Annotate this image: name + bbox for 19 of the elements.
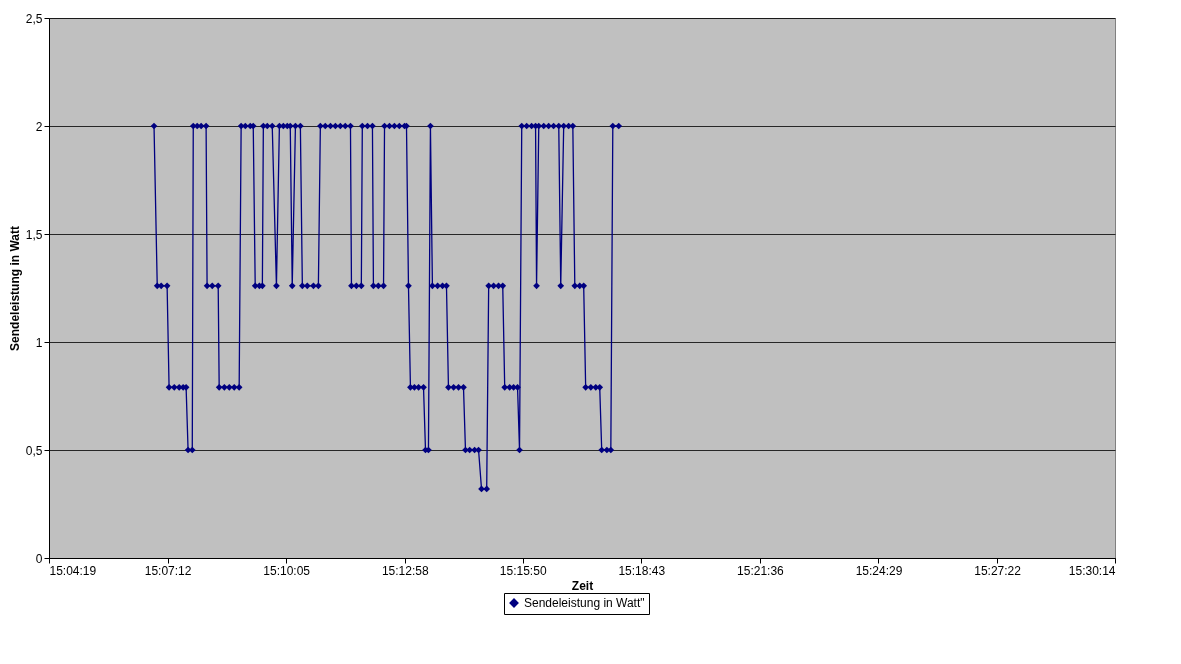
y-tick-label: 0 xyxy=(35,551,43,566)
x-tick-label: 15:15:50 xyxy=(499,563,547,578)
x-tick-label: 15:07:12 xyxy=(144,563,192,578)
legend-label: Sendeleistung in Watt" xyxy=(524,596,645,610)
x-tick-label: 15:18:43 xyxy=(618,563,666,578)
x-tick-label: 15:12:58 xyxy=(381,563,429,578)
x-tick-label: 15:30:14 xyxy=(1068,563,1116,578)
y-axis-title: Sendeleistung in Watt xyxy=(7,226,22,351)
x-tick-label: 15:21:36 xyxy=(737,563,785,578)
x-tick-label: 15:10:05 xyxy=(263,563,311,578)
x-axis-title: Zeit xyxy=(571,578,594,593)
y-tick-label: 2,5 xyxy=(25,11,43,26)
y-tick-label: 2 xyxy=(35,119,43,134)
x-tick-label: 15:27:22 xyxy=(974,563,1022,578)
y-tick-label: 1,5 xyxy=(25,227,43,242)
y-tick-label: 1 xyxy=(35,335,43,350)
y-tick-label: 0,5 xyxy=(25,443,43,458)
x-tick-label: 15:24:29 xyxy=(855,563,903,578)
x-tick-label: 15:04:19 xyxy=(49,563,97,578)
